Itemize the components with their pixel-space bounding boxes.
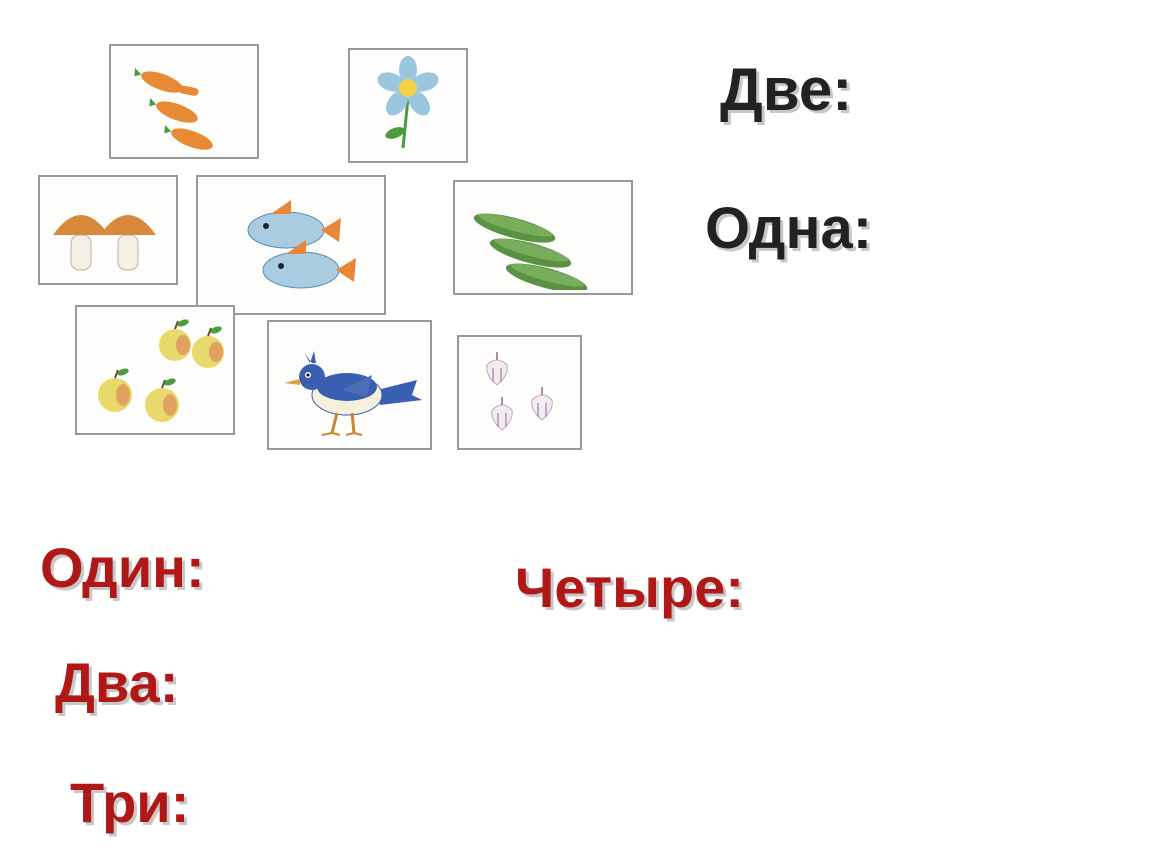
card-mushrooms xyxy=(38,175,178,285)
card-garlic xyxy=(457,335,582,450)
apples-icon xyxy=(80,310,230,430)
card-cucumbers xyxy=(453,180,633,295)
cucumbers-icon xyxy=(458,185,628,290)
garlic-icon xyxy=(462,340,577,445)
label-odin: Один: Один: xyxy=(40,535,205,600)
label-chetyre: Четыре: Четыре: xyxy=(515,555,744,620)
label-odna: Одна: Одна: xyxy=(705,195,872,262)
mushrooms-icon xyxy=(43,180,173,280)
carrots-icon xyxy=(114,52,254,152)
flower-icon xyxy=(353,53,463,158)
label-dva: Два: Два: xyxy=(55,650,178,715)
card-bird xyxy=(267,320,432,450)
card-fish xyxy=(196,175,386,315)
label-dve: Две: Две: xyxy=(720,55,852,124)
label-tri: Три: Три: xyxy=(70,770,189,835)
fish-icon xyxy=(201,180,381,310)
card-flower xyxy=(348,48,468,163)
bird-icon xyxy=(272,325,427,445)
card-apples xyxy=(75,305,235,435)
card-carrots xyxy=(109,44,259,159)
